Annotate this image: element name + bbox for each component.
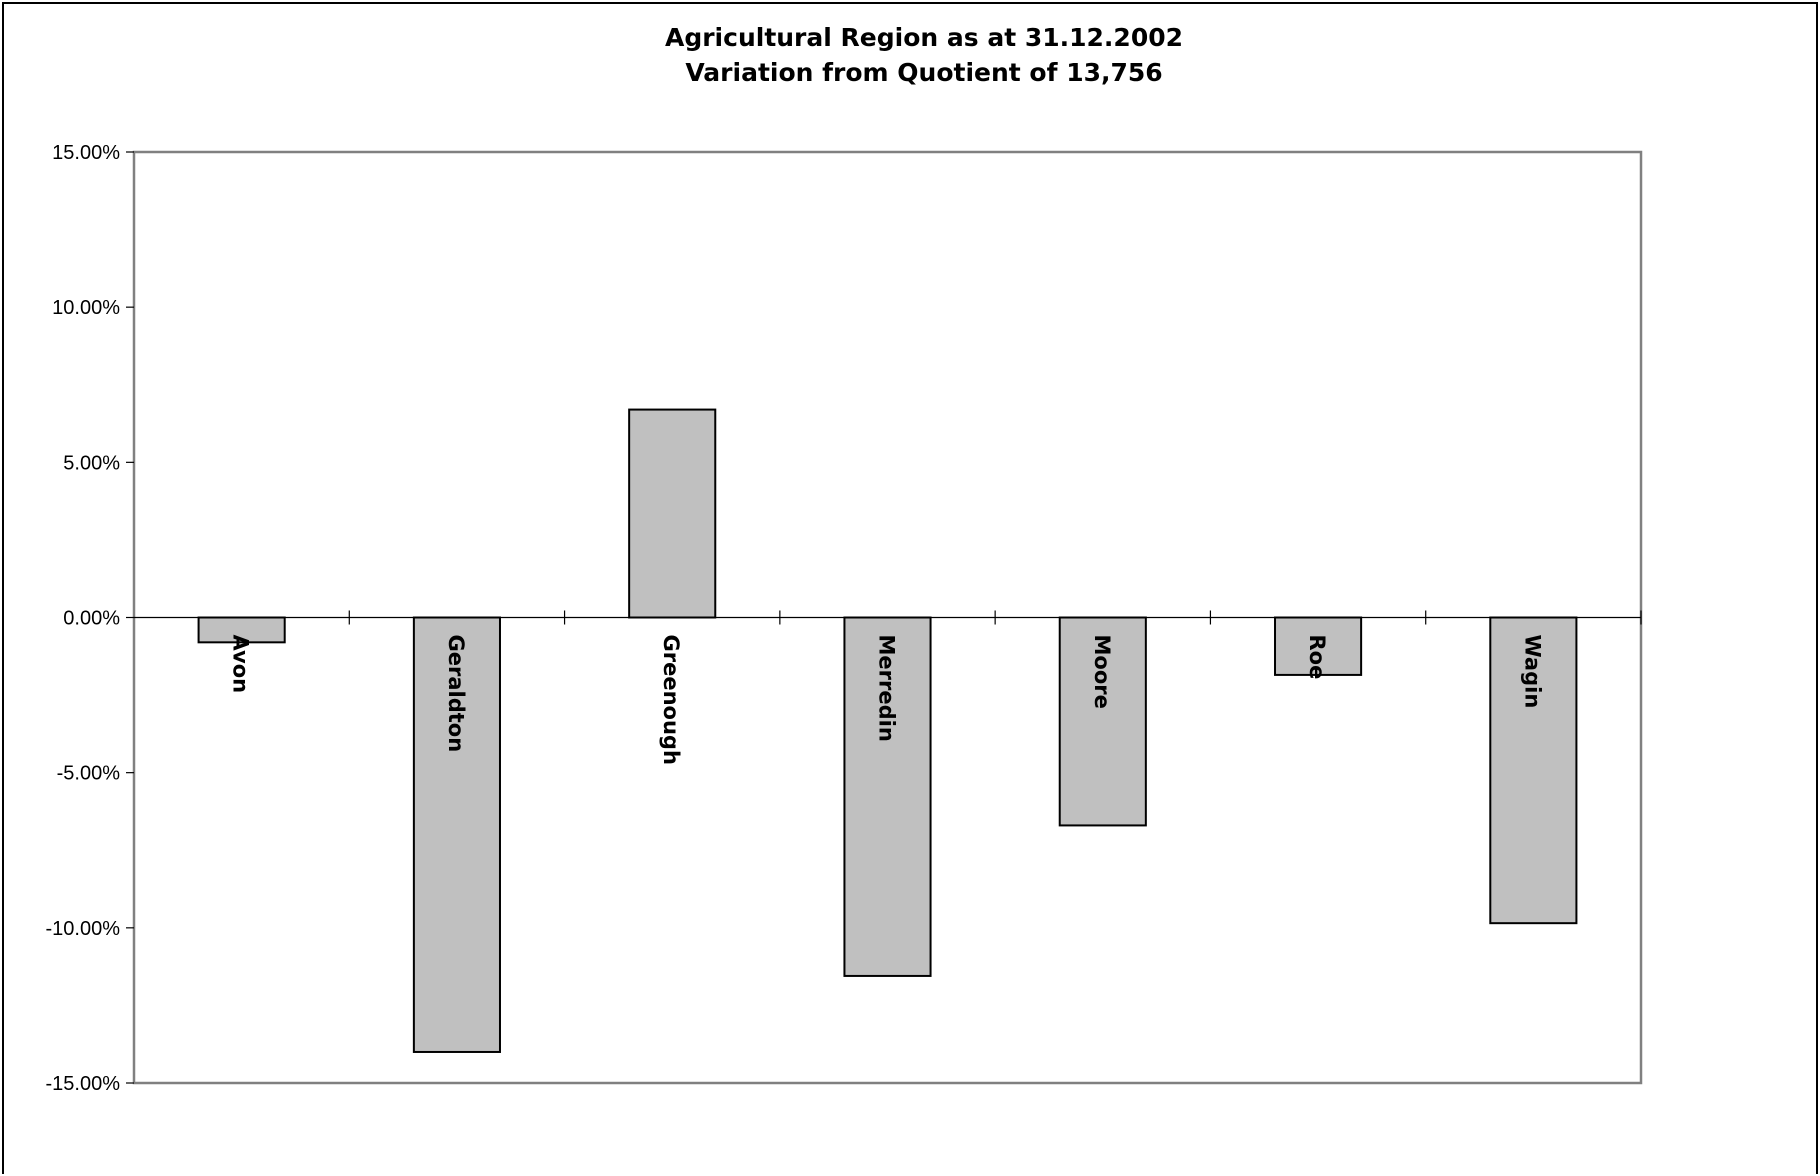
category-label: Wagin (1520, 635, 1544, 709)
bar-moore (1058, 616, 1147, 827)
bar-chart: Agricultural Region as at 31.12.2002 Var… (46, 23, 1643, 1095)
category-label: Roe (1305, 635, 1329, 680)
category-label: Moore (1090, 635, 1114, 709)
bar-geraldton (412, 616, 501, 1053)
y-tick-label: 10.00% (52, 297, 120, 319)
y-tick-label: -15.00% (46, 1073, 121, 1095)
category-label: Greenough (659, 635, 683, 765)
chart-title: Agricultural Region as at 31.12.2002 (665, 23, 1183, 52)
bar-merredin (843, 616, 932, 977)
category-label: Merredin (875, 635, 899, 742)
category-labels: Avon Geraldton Greenough Merredin Moore Roe Wa… (229, 635, 1545, 765)
bar-roe (1274, 616, 1363, 676)
chart-subtitle: Variation from Quotient of 13,756 (685, 58, 1162, 87)
bar-wagin (1489, 616, 1578, 925)
category-label: Geraldton (444, 635, 468, 753)
y-tick-label: -5.00% (57, 763, 121, 785)
y-tick-label: 15.00% (52, 142, 120, 164)
bar-greenough (628, 408, 717, 619)
y-tick-label: 0.00% (63, 608, 120, 630)
bar-avon (197, 616, 286, 644)
y-tick-label: -10.00% (46, 918, 121, 940)
bars (197, 408, 1578, 1053)
x-axis (134, 610, 1642, 625)
category-label: Avon (229, 635, 253, 694)
y-tick-label: 5.00% (63, 452, 120, 474)
y-axis: 15.00% 10.00% 5.00% 0.00% -5.00% -10.00% -15.0… (46, 142, 134, 1095)
